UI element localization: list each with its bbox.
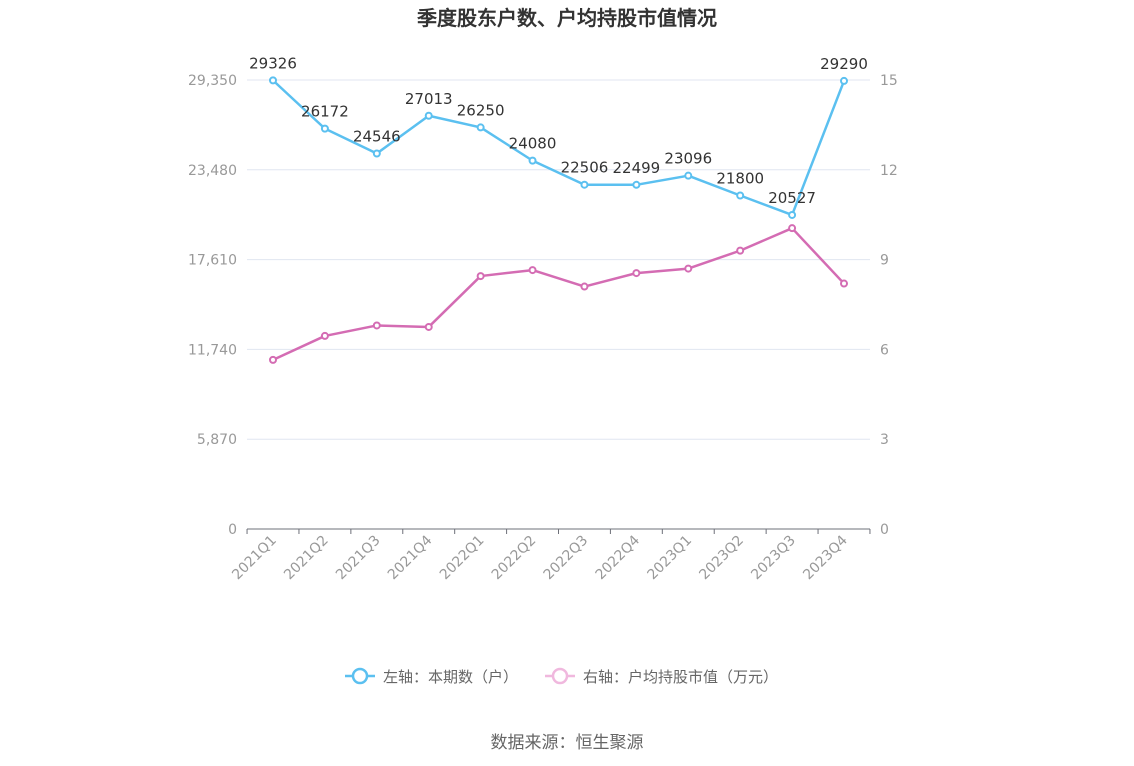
data-point[interactable] — [736, 246, 745, 255]
y-right-tick-label: 0 — [880, 522, 889, 538]
data-point[interactable] — [840, 279, 848, 288]
y-right-tick-label: 6 — [880, 342, 889, 358]
data-point[interactable] — [320, 331, 329, 340]
data-label: 21800 — [716, 170, 764, 188]
x-tick-label: 2022Q2 — [489, 533, 540, 584]
x-tick-label: 2023Q4 — [800, 532, 851, 583]
data-point[interactable] — [528, 156, 537, 165]
y-left-tick-label: 17,610 — [188, 253, 237, 269]
x-tick-label: 2023Q2 — [696, 533, 747, 584]
y-left-tick-label: 0 — [228, 522, 237, 538]
x-tick-label: 2022Q4 — [593, 532, 644, 583]
data-point[interactable] — [684, 264, 693, 273]
y-left-tick-label: 23,480 — [188, 163, 237, 179]
y-right-tick-label: 9 — [880, 253, 889, 269]
y-left-tick-label: 29,350 — [188, 73, 237, 89]
data-label: 22506 — [561, 159, 609, 177]
data-label: 26172 — [301, 103, 349, 121]
data-point[interactable] — [476, 272, 485, 281]
data-point[interactable] — [372, 321, 381, 330]
data-point[interactable] — [840, 76, 848, 85]
data-point[interactable] — [372, 149, 381, 158]
series-layer — [269, 76, 848, 364]
data-point[interactable] — [424, 322, 433, 331]
data-point[interactable] — [476, 123, 485, 132]
x-tick-label: 2023Q3 — [748, 533, 799, 584]
x-tick-label: 2022Q3 — [541, 533, 592, 584]
data-point[interactable] — [320, 124, 329, 133]
data-label: 29326 — [249, 54, 297, 72]
data-point[interactable] — [580, 180, 589, 189]
data-point[interactable] — [580, 282, 589, 291]
y-left-tick-label: 11,740 — [188, 342, 237, 358]
y-right-tick-label: 15 — [880, 73, 898, 89]
legend[interactable]: 左轴：本期数（户） 右轴：户均持股市值（万元） — [345, 667, 778, 686]
x-tick-label: 2021Q2 — [281, 533, 332, 584]
data-point[interactable] — [269, 355, 277, 364]
data-label: 24546 — [353, 127, 401, 145]
x-tick-label: 2021Q1 — [229, 533, 280, 584]
legend-marker — [551, 667, 569, 685]
legend-item[interactable]: 右轴：户均持股市值（万元） — [545, 667, 778, 686]
data-label: 26250 — [457, 101, 505, 119]
data-point[interactable] — [528, 266, 537, 275]
x-tick-label: 2022Q1 — [437, 533, 488, 584]
data-point[interactable] — [632, 180, 641, 189]
data-point[interactable] — [736, 191, 745, 200]
data-label: 20527 — [768, 189, 816, 207]
data-point[interactable] — [269, 76, 277, 85]
data-point[interactable] — [424, 111, 433, 120]
x-tick-label: 2023Q1 — [644, 533, 695, 584]
legend-item[interactable]: 左轴：本期数（户） — [345, 667, 518, 686]
data-point[interactable] — [788, 210, 797, 219]
data-point[interactable] — [684, 171, 693, 180]
legend-label: 右轴：户均持股市值（万元） — [583, 668, 778, 686]
legend-marker — [351, 667, 369, 685]
x-tick-label: 2021Q4 — [385, 532, 436, 583]
series-line[interactable] — [272, 226, 845, 362]
y-right-tick-label: 12 — [880, 163, 898, 179]
y-left-tick-label: 5,870 — [197, 432, 237, 448]
grid-lines — [247, 79, 870, 440]
data-point[interactable] — [632, 269, 641, 278]
data-label: 22499 — [613, 159, 661, 177]
y-right-tick-label: 3 — [880, 432, 889, 448]
source-note: 数据来源：恒生聚源 — [491, 733, 644, 753]
data-label: 29290 — [820, 55, 868, 73]
series-line[interactable] — [272, 79, 846, 217]
data-label: 23096 — [664, 150, 712, 168]
chart-title: 季度股东户数、户均持股市值情况 — [416, 6, 717, 30]
data-point[interactable] — [788, 224, 797, 233]
legend-label: 左轴：本期数（户） — [383, 668, 518, 686]
x-tick-label: 2021Q3 — [333, 533, 384, 584]
data-label: 24080 — [509, 135, 557, 153]
data-label: 27013 — [405, 90, 453, 108]
